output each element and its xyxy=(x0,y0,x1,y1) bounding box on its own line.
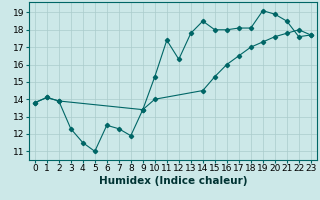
X-axis label: Humidex (Indice chaleur): Humidex (Indice chaleur) xyxy=(99,176,247,186)
